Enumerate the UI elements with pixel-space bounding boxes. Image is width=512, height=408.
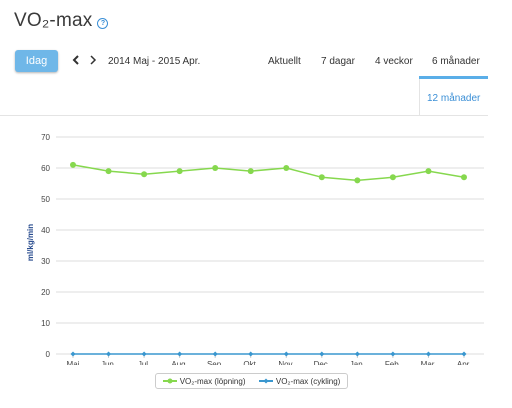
cycling-data-point [425,351,431,357]
running-data-point [389,174,396,181]
running-data-point [461,174,467,181]
tab-aktuellt[interactable]: Aktuellt [268,56,301,67]
cycling-data-point [106,351,112,357]
y-tick-label: 20 [41,288,50,297]
y-tick-label: 50 [41,195,50,204]
chart-legend: VO₂-max (löpning) VO₂-max (cykling) [155,373,348,389]
cycling-data-point [177,351,183,357]
x-tick-label: Dec. [314,360,330,365]
running-data-point [70,161,76,168]
cycling-data-point [354,351,360,357]
y-tick-label: 0 [46,350,51,359]
help-icon[interactable]: ? [97,17,109,29]
running-data-point [247,168,254,175]
running-data-point [212,165,219,171]
x-tick-label: Apr. [457,360,471,365]
legend-cycling-marker-icon [258,378,273,384]
cycling-data-point [248,351,254,357]
tab-divider [0,115,419,116]
x-tick-label: Jun. [101,360,116,365]
x-tick-label: Jul. [138,360,150,365]
y-tick-label: 60 [41,164,50,173]
active-tab-indicator [419,76,488,79]
cycling-data-point [390,351,396,357]
y-tick-label: 70 [41,133,50,142]
vo2max-chart: 0 10 20 30 40 50 60 70 ml/kg/min Maj Jun. Jul. Aug. S… [26,133,484,365]
date-range-label: 2014 Maj - 2015 Apr. [108,56,201,67]
cycling-data-point [141,351,147,357]
cycling-data-point [212,351,218,357]
running-data-point [318,174,325,181]
title-row: VO₂-max ? [14,10,109,32]
x-tick-label: Sep. [207,360,223,365]
x-tick-label: Nov. [278,360,294,365]
y-axis-label: ml/kg/min [26,224,35,261]
running-data-point [283,165,290,171]
x-tick-label: Jan. [350,360,365,365]
running-data-point [105,168,112,175]
y-tick-label: 10 [41,319,50,328]
running-data-point [176,168,183,175]
tab-12-manader-label: 12 månader [427,93,481,104]
cycling-data-point [283,351,289,357]
tab-4-veckor[interactable]: 4 veckor [375,56,413,67]
running-series-line [72,164,465,182]
y-tick-label: 30 [41,257,50,266]
legend-cycling-label: VO₂-max (cykling) [275,376,341,386]
legend-item-cycling[interactable]: VO₂-max (cykling) [258,376,341,386]
today-button[interactable]: Idag [15,50,58,72]
tab-12-manader[interactable] [419,79,488,116]
y-tick-label: 40 [41,226,50,235]
page-title: VO₂-max [14,10,93,31]
next-arrow-icon[interactable] [88,54,98,66]
legend-item-running[interactable]: VO₂-max (löpning) [162,376,246,386]
x-tick-label: Mar. [421,360,437,365]
x-tick-label: Maj [67,360,80,365]
running-data-point [141,171,148,178]
running-data-point [354,177,361,184]
x-tick-label: Okt. [243,360,258,365]
cycling-data-point [70,351,76,357]
cycling-data-point [461,351,467,357]
cycling-data-point [319,351,325,357]
legend-running-label: VO₂-max (löpning) [179,376,246,386]
previous-arrow-icon[interactable] [71,54,81,66]
x-tick-label: Feb. [385,360,401,365]
legend-running-marker-icon [162,378,177,384]
tab-6-manader[interactable]: 6 månader [432,56,480,67]
tab-7-dagar[interactable]: 7 dagar [321,56,355,67]
x-tick-label: Aug. [171,360,187,365]
running-data-point [425,168,432,175]
